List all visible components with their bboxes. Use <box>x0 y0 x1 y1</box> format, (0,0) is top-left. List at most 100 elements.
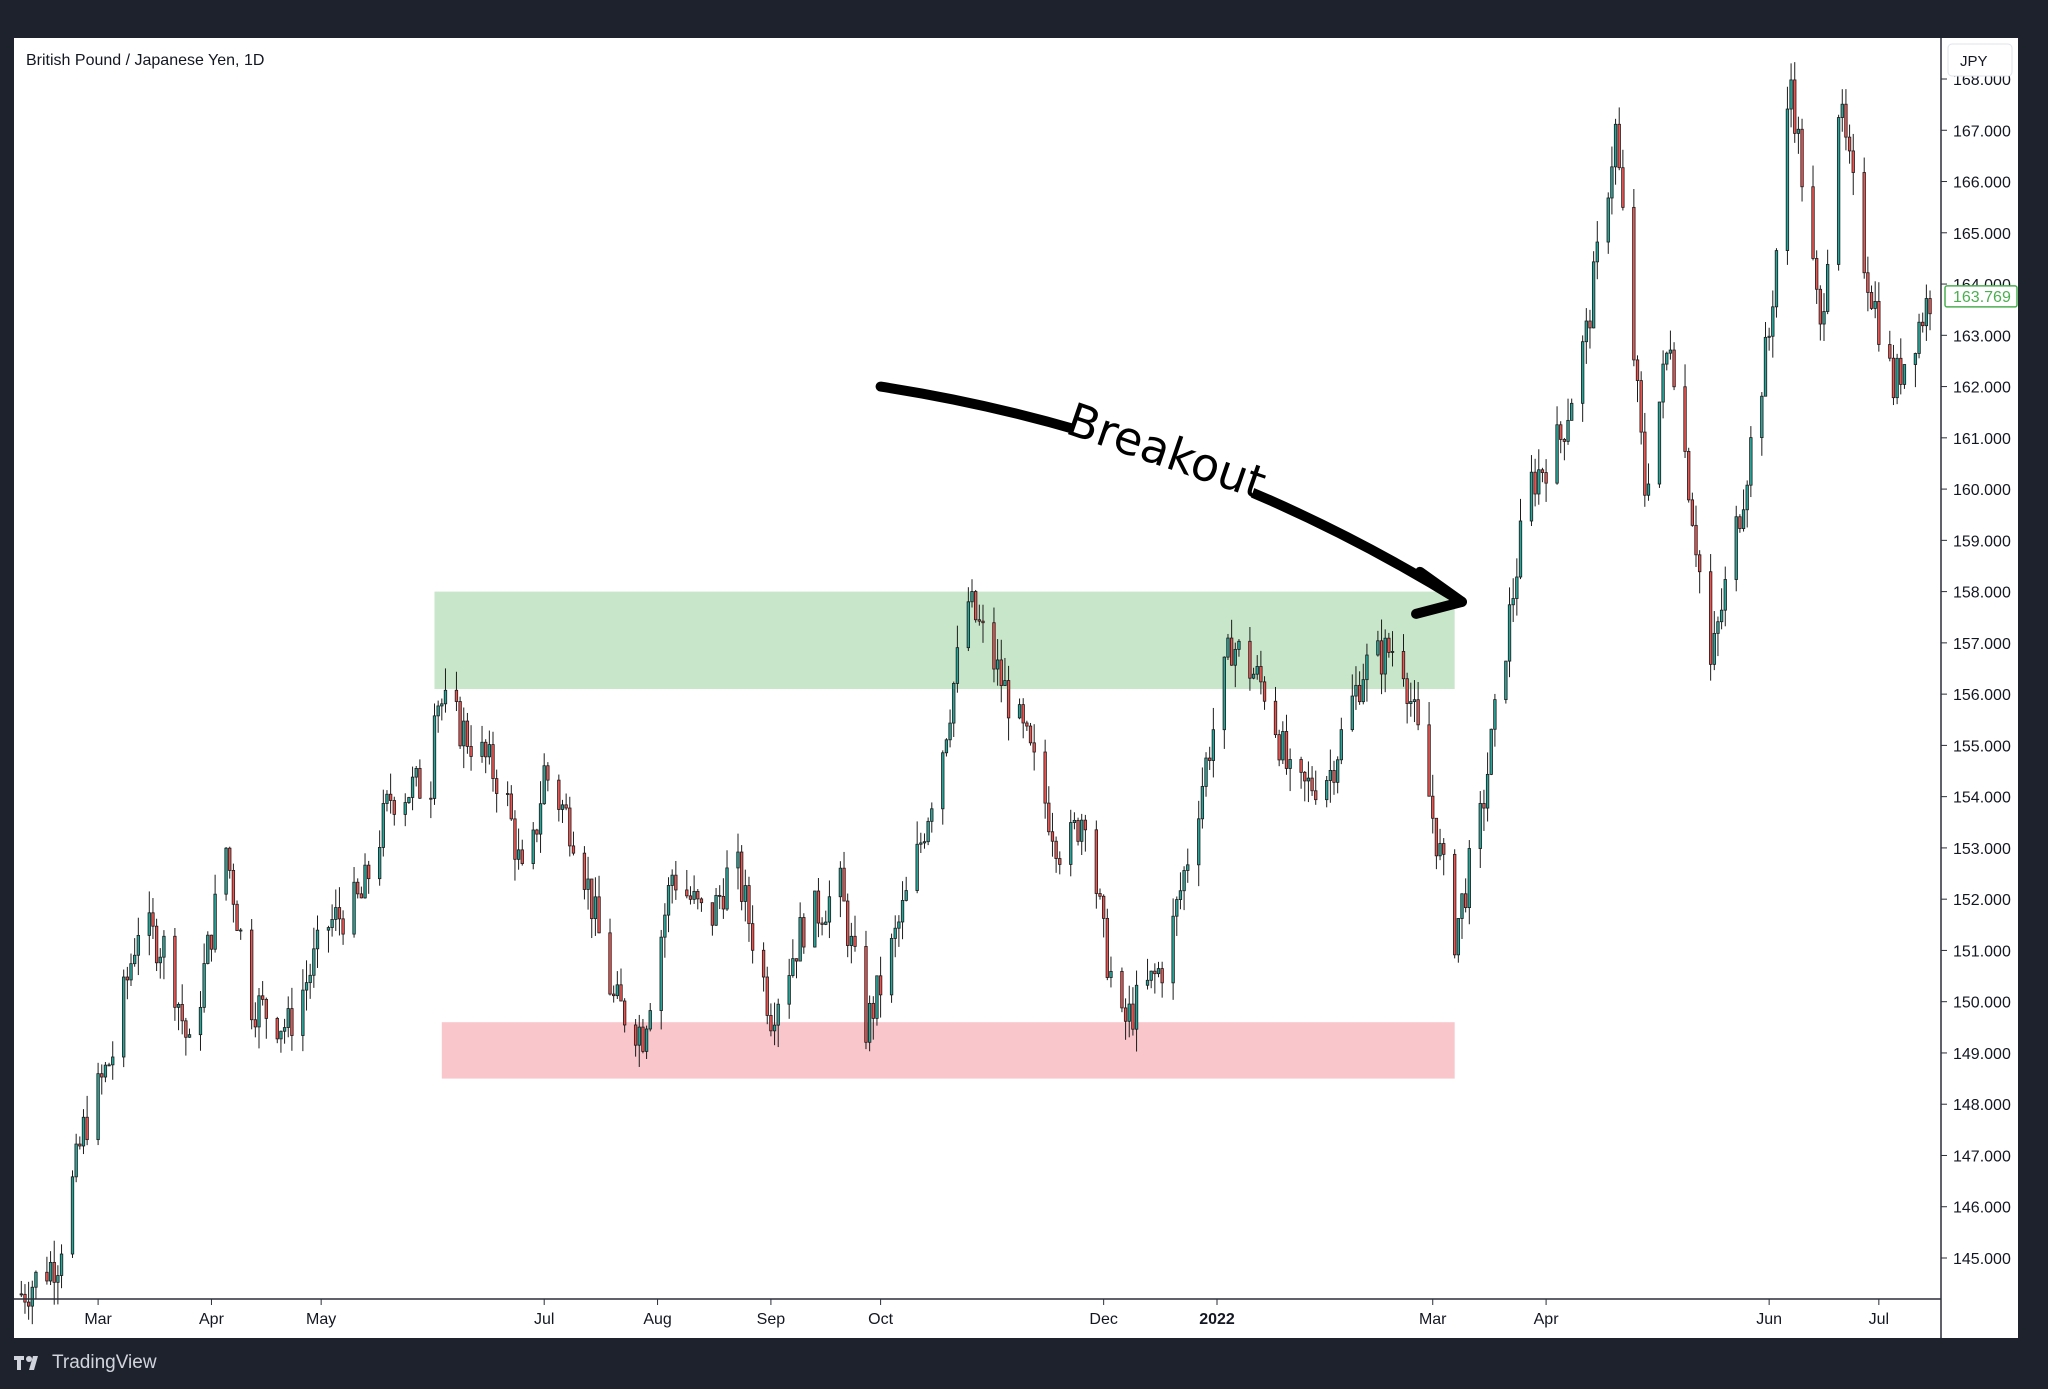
candle <box>1493 693 1497 747</box>
price-tick-label: 149.000 <box>1953 1046 2011 1063</box>
chart-panel[interactable]: Breakout 145.000 146.000 147.000 148.000 149… <box>14 38 2018 1338</box>
candle <box>1233 642 1237 688</box>
candle <box>1314 770 1318 805</box>
candle <box>381 789 385 857</box>
candle <box>228 846 232 879</box>
candle <box>1665 351 1669 371</box>
candle <box>1412 680 1417 723</box>
candle <box>1197 800 1201 887</box>
candle <box>1763 322 1768 397</box>
candle <box>1683 364 1687 458</box>
candle <box>1171 898 1175 1000</box>
price-tick-label: 158.000 <box>1953 585 2011 602</box>
candle <box>367 860 371 894</box>
candle <box>1387 632 1391 658</box>
candle <box>1924 284 1929 341</box>
candle <box>1862 157 1866 279</box>
candle <box>1431 774 1435 834</box>
candle <box>1851 133 1855 196</box>
candle <box>1098 888 1102 900</box>
candle <box>304 960 309 1011</box>
candle <box>922 833 927 849</box>
candle <box>535 828 539 843</box>
footer-bar: TradingView <box>14 1338 2018 1389</box>
candle <box>1006 665 1011 741</box>
candle <box>1427 702 1431 797</box>
candle <box>1771 290 1775 358</box>
currency-label: JPY <box>1960 53 1988 70</box>
tradingview-logo-icon <box>14 1356 38 1370</box>
candle <box>564 793 568 811</box>
candle <box>1822 293 1826 342</box>
candle <box>213 874 217 953</box>
candle <box>1467 840 1471 925</box>
currency-badge[interactable]: JPY <box>1947 43 2013 77</box>
candle <box>363 853 367 899</box>
price-tick-label: 167.000 <box>1953 123 2011 140</box>
candle <box>531 822 535 870</box>
candle <box>1109 956 1113 988</box>
candle <box>1504 660 1508 704</box>
candle <box>352 867 356 938</box>
candle <box>1076 817 1080 846</box>
candle <box>1818 285 1822 341</box>
price-tick-label: 150.000 <box>1953 995 2011 1012</box>
time-tick-label: Apr <box>199 1311 225 1328</box>
candle <box>410 766 415 811</box>
candle <box>103 1061 108 1083</box>
candle <box>725 850 729 911</box>
candle <box>1738 514 1742 533</box>
candle <box>966 587 971 652</box>
candle <box>378 830 382 886</box>
candle <box>505 781 510 807</box>
candlestick-chart[interactable]: Breakout 145.000 146.000 147.000 148.000 149… <box>14 38 2018 1338</box>
candle <box>1866 256 1870 312</box>
candle <box>1401 634 1406 687</box>
candle <box>1584 308 1588 364</box>
candle <box>995 639 1000 686</box>
tradingview-brand[interactable]: TradingView <box>14 1352 157 1374</box>
candle <box>1255 655 1259 680</box>
curved-arrow-icon <box>875 381 1467 607</box>
candle <box>1533 458 1537 507</box>
price-axis[interactable]: 145.000 146.000 147.000 148.000 149.000 150.0… <box>14 72 2018 1268</box>
candle <box>480 725 484 763</box>
candle <box>1390 631 1395 667</box>
candle <box>495 769 499 813</box>
candle <box>1306 761 1311 803</box>
candle <box>1913 352 1918 388</box>
candle <box>1591 251 1596 329</box>
candle <box>926 817 930 846</box>
candle <box>838 861 843 918</box>
candle <box>1559 421 1563 454</box>
tradingview-brand-text: TradingView <box>52 1352 157 1373</box>
time-tick-label: Jul <box>1869 1311 1889 1328</box>
candle <box>1434 817 1439 870</box>
zones-layer <box>434 591 1455 1079</box>
candle <box>1379 619 1384 695</box>
candle <box>1869 285 1874 310</box>
candle <box>1723 566 1727 627</box>
candle <box>1621 149 1625 211</box>
candle <box>637 1014 641 1067</box>
candle <box>1175 896 1179 936</box>
candle <box>1511 578 1515 623</box>
candle <box>1518 498 1523 580</box>
candle <box>235 900 239 931</box>
candle <box>1200 767 1205 829</box>
candles-layer <box>19 62 1932 1325</box>
candle <box>1657 401 1662 488</box>
candle <box>100 1064 104 1095</box>
candle <box>1017 698 1022 720</box>
candle <box>111 1041 115 1080</box>
candle <box>1899 338 1903 395</box>
time-axis[interactable]: Mar Apr May Jul Aug Sep Oct Dec 2022 Mar Apr Jun Jul <box>84 1299 1889 1328</box>
candle <box>930 802 934 833</box>
candle <box>688 886 693 905</box>
candle <box>1208 746 1212 770</box>
candle <box>542 753 546 805</box>
candle <box>1083 814 1088 852</box>
candle <box>1021 698 1025 739</box>
candle <box>1847 124 1852 164</box>
candle <box>56 1265 60 1305</box>
